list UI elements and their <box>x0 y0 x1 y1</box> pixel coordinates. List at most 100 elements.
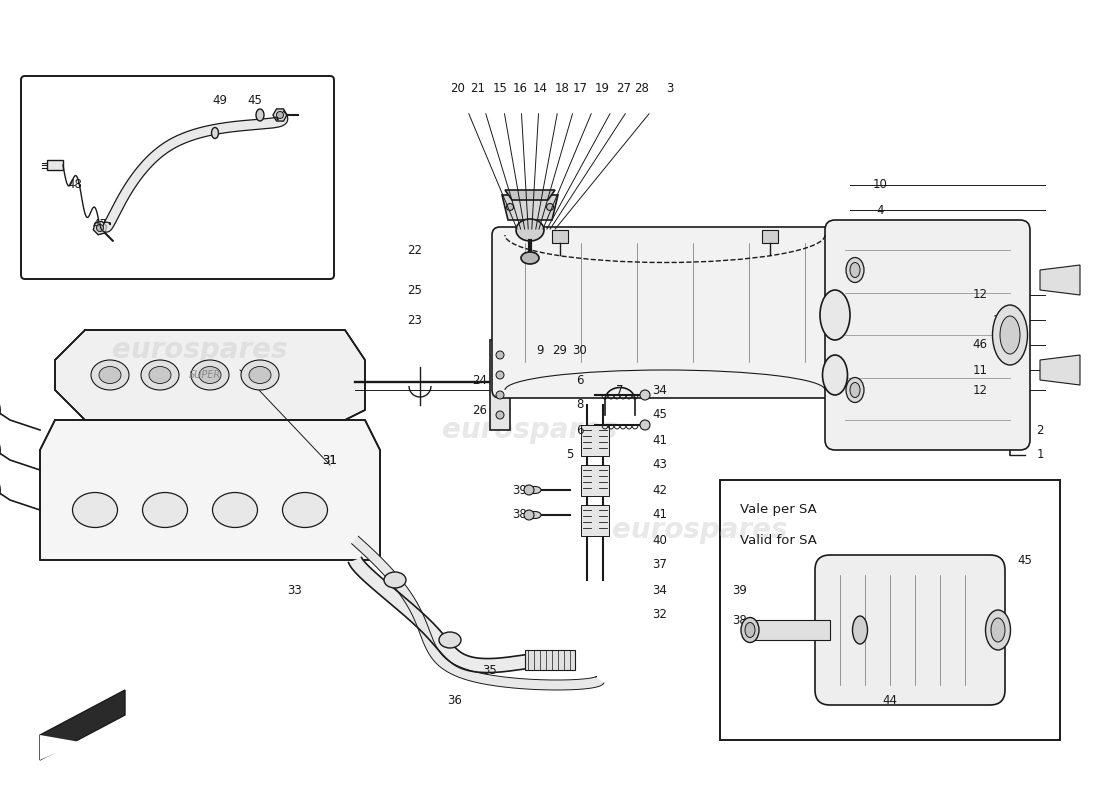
Polygon shape <box>525 650 575 670</box>
Text: 31: 31 <box>322 454 338 466</box>
Ellipse shape <box>141 360 179 390</box>
Polygon shape <box>273 109 287 121</box>
Ellipse shape <box>212 493 257 527</box>
Text: 1: 1 <box>1036 449 1044 462</box>
Text: 28: 28 <box>635 82 649 94</box>
Circle shape <box>97 225 103 231</box>
Text: 26: 26 <box>473 403 487 417</box>
Polygon shape <box>1040 355 1080 385</box>
Text: 37: 37 <box>652 558 668 571</box>
Circle shape <box>496 411 504 419</box>
Text: 11: 11 <box>972 363 988 377</box>
Polygon shape <box>349 558 540 673</box>
Ellipse shape <box>73 493 118 527</box>
Text: 44: 44 <box>882 694 898 706</box>
Ellipse shape <box>256 109 264 121</box>
Text: 16: 16 <box>513 82 528 94</box>
Text: 30: 30 <box>573 343 587 357</box>
Polygon shape <box>1040 265 1080 295</box>
Ellipse shape <box>992 305 1027 365</box>
Text: 43: 43 <box>652 458 668 471</box>
Polygon shape <box>352 536 604 690</box>
Text: 45: 45 <box>652 409 668 422</box>
Ellipse shape <box>846 258 864 282</box>
Circle shape <box>640 420 650 430</box>
Ellipse shape <box>99 366 121 383</box>
Text: 38: 38 <box>513 509 527 522</box>
Text: 39: 39 <box>513 483 527 497</box>
Polygon shape <box>552 230 568 243</box>
Text: 39: 39 <box>733 583 747 597</box>
Ellipse shape <box>384 572 406 588</box>
Text: 22: 22 <box>407 243 422 257</box>
Ellipse shape <box>745 622 755 638</box>
Text: 17: 17 <box>572 82 587 94</box>
Text: 23: 23 <box>408 314 422 326</box>
Text: SUPER: SUPER <box>189 370 221 380</box>
Ellipse shape <box>823 355 847 395</box>
Text: 24: 24 <box>473 374 487 386</box>
Circle shape <box>506 203 514 210</box>
Circle shape <box>496 391 504 399</box>
Text: 41: 41 <box>652 509 668 522</box>
Text: 33: 33 <box>287 583 303 597</box>
Text: 2: 2 <box>1036 423 1044 437</box>
Ellipse shape <box>249 366 271 383</box>
Polygon shape <box>40 735 80 760</box>
Circle shape <box>640 390 650 400</box>
Ellipse shape <box>199 366 221 383</box>
Text: 46: 46 <box>972 338 988 351</box>
Ellipse shape <box>1000 316 1020 354</box>
Ellipse shape <box>439 632 461 648</box>
Ellipse shape <box>741 618 759 642</box>
Text: 3: 3 <box>667 82 673 94</box>
Polygon shape <box>94 222 107 234</box>
Text: 29: 29 <box>552 343 568 357</box>
Text: 25: 25 <box>408 283 422 297</box>
Text: 20: 20 <box>451 82 465 94</box>
Polygon shape <box>581 465 609 496</box>
Ellipse shape <box>521 252 539 264</box>
Ellipse shape <box>852 616 868 644</box>
FancyBboxPatch shape <box>492 227 838 398</box>
Polygon shape <box>100 111 288 232</box>
Polygon shape <box>581 505 609 536</box>
Text: 36: 36 <box>448 694 462 706</box>
Text: 6: 6 <box>576 374 584 386</box>
Ellipse shape <box>283 493 328 527</box>
Ellipse shape <box>516 219 544 241</box>
Text: 34: 34 <box>652 583 668 597</box>
Polygon shape <box>55 330 365 420</box>
Ellipse shape <box>986 610 1011 650</box>
Ellipse shape <box>529 511 541 518</box>
Polygon shape <box>762 230 778 243</box>
Text: Vale per SA: Vale per SA <box>740 503 816 517</box>
Polygon shape <box>490 340 510 430</box>
Text: 42: 42 <box>652 483 668 497</box>
Text: 40: 40 <box>652 534 668 546</box>
Text: 8: 8 <box>576 398 584 411</box>
Text: 18: 18 <box>554 82 570 94</box>
Ellipse shape <box>148 366 170 383</box>
Polygon shape <box>40 420 380 560</box>
Text: 49: 49 <box>212 94 228 106</box>
Circle shape <box>547 203 553 210</box>
Text: 47: 47 <box>92 218 108 231</box>
Text: 12: 12 <box>972 289 988 302</box>
Circle shape <box>496 371 504 379</box>
Ellipse shape <box>191 360 229 390</box>
Text: 41: 41 <box>652 434 668 446</box>
Text: 31: 31 <box>322 454 338 466</box>
Text: 14: 14 <box>532 82 548 94</box>
Ellipse shape <box>143 493 187 527</box>
FancyBboxPatch shape <box>21 76 334 279</box>
Polygon shape <box>750 620 830 640</box>
Polygon shape <box>581 425 609 456</box>
FancyBboxPatch shape <box>720 480 1060 740</box>
Text: 10: 10 <box>872 178 888 191</box>
Text: 12: 12 <box>972 383 988 397</box>
Text: eurospares: eurospares <box>613 516 788 544</box>
Text: Valid for SA: Valid for SA <box>740 534 817 546</box>
Text: 19: 19 <box>594 82 609 94</box>
Circle shape <box>496 351 504 359</box>
